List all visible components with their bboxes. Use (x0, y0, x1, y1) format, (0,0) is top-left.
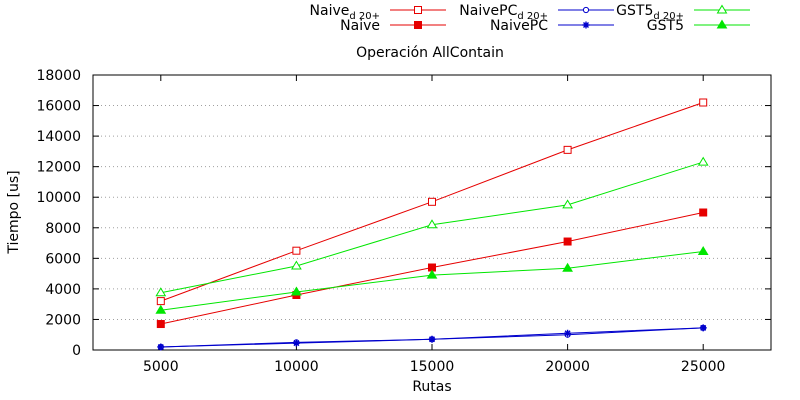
legend-marker (414, 21, 422, 29)
y-tick-label: 16000 (36, 99, 81, 115)
x-axis-title: Rutas (412, 379, 451, 395)
x-tick-label: 25000 (681, 359, 726, 375)
y-tick-label: 10000 (36, 190, 81, 206)
data-point (562, 262, 573, 272)
legend-label: Naive (340, 18, 380, 34)
data-point (155, 304, 167, 314)
legend-subscript: d 20+ (517, 11, 548, 22)
legend-name: NaivePC (490, 18, 548, 34)
legend-marker (716, 19, 728, 29)
data-point (563, 145, 572, 154)
legend-name: NaivePC (459, 3, 517, 19)
legend-item: NaivePC (490, 18, 614, 34)
data-point (564, 329, 572, 337)
series-line (160, 250, 704, 311)
legend-marker (582, 6, 590, 14)
x-tick-label: 15000 (410, 359, 455, 375)
y-tick-label: 4000 (45, 282, 81, 298)
data-point (428, 335, 436, 343)
y-tick-label: 14000 (36, 129, 81, 145)
y-tick-label: 8000 (45, 221, 81, 237)
data-point (156, 297, 165, 306)
x-tick-label: 20000 (545, 359, 590, 375)
chart-title: Operación AllContain (356, 45, 504, 61)
plot-area (92, 74, 772, 351)
y-tick-label: 12000 (36, 160, 81, 176)
data-point (562, 199, 573, 209)
legend-label: GST5d 20+ (616, 3, 684, 22)
legend-item: Naive (340, 18, 446, 34)
legend-item: GST5 (647, 18, 750, 34)
legend-name: GST5 (616, 3, 653, 19)
legend-marker (414, 6, 422, 14)
x-axis: 5000 10000 15000 20000 25000 (143, 75, 725, 375)
data-point (426, 219, 438, 229)
legend-label: GST5 (647, 18, 684, 34)
data-point (428, 197, 436, 206)
y-tick-label: 0 (72, 343, 81, 359)
data-point (155, 287, 167, 297)
y-tick-label: 18000 (36, 68, 81, 84)
data-point (157, 343, 165, 351)
data-point (697, 245, 709, 255)
legend-label: Naived 20+ (310, 3, 380, 22)
y-axis: 0 2000 4000 6000 8000 10000 12000 14000 16000 180… (36, 68, 771, 359)
data-point (697, 156, 709, 166)
y-tick-label: 6000 (45, 251, 81, 267)
series-5 (155, 245, 709, 314)
series-3 (157, 324, 707, 351)
legend-name: Naive (340, 18, 380, 34)
data-point (699, 324, 707, 332)
data-point (426, 269, 438, 279)
data-point (156, 320, 165, 329)
data-point (292, 246, 301, 255)
data-point (291, 260, 302, 270)
legend-item: GST5d 20+ (616, 3, 750, 22)
x-tick-label: 10000 (274, 359, 319, 375)
series-layer (155, 98, 709, 351)
data-point (699, 98, 708, 107)
y-axis-title: Tiempo [us] (6, 170, 22, 254)
legend-label: NaivePC (490, 18, 548, 34)
legend-subscript: d 20+ (653, 11, 684, 22)
x-tick-label: 5000 (143, 359, 179, 375)
series-0 (156, 98, 708, 306)
legend-name: GST5 (647, 18, 684, 34)
grid (93, 105, 771, 320)
legend-marker (582, 21, 590, 29)
legend-marker (716, 4, 728, 14)
legend-label: NaivePCd 20+ (459, 3, 548, 22)
legend-subscript: d 20+ (349, 11, 380, 22)
data-point (292, 339, 300, 347)
series-4 (155, 156, 709, 297)
data-point (291, 286, 302, 296)
data-point (563, 237, 572, 246)
legend-item: Naived 20+ (310, 3, 446, 22)
y-tick-label: 2000 (45, 312, 81, 328)
legend-item: NaivePCd 20+ (459, 3, 614, 22)
legend-name: Naive (310, 3, 350, 19)
data-point (699, 208, 708, 217)
